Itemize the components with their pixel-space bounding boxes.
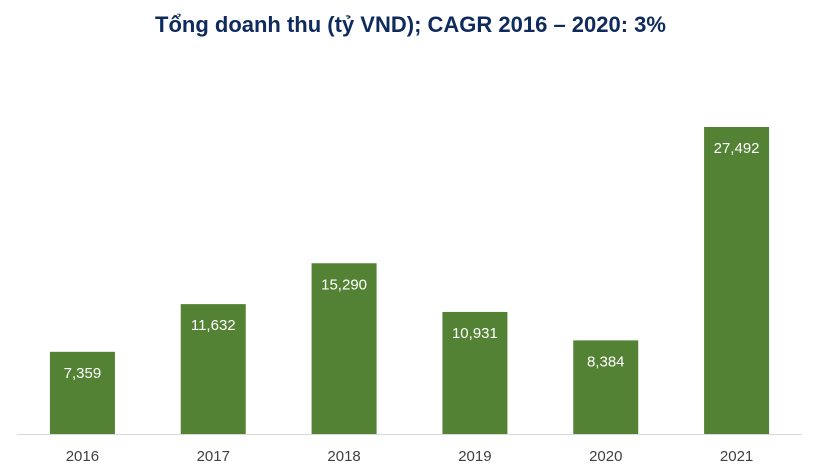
- data-label-2021: 27,492: [714, 140, 760, 157]
- data-label-2020: 8,384: [587, 353, 625, 370]
- x-tick-label-2018: 2018: [327, 448, 360, 465]
- bar-2018: [311, 263, 377, 434]
- data-label-2019: 10,931: [452, 325, 498, 342]
- x-tick-label-2017: 2017: [197, 448, 230, 465]
- chart-title: Tổng doanh thu (tỷ VND); CAGR 2016 – 202…: [155, 12, 666, 37]
- x-tick-label-2020: 2020: [589, 448, 622, 465]
- x-tick-labels-group: 2016 2017 2018 2019 2020 2021: [66, 448, 754, 465]
- data-label-2018: 15,290: [321, 276, 367, 293]
- x-tick-label-2021: 2021: [720, 448, 753, 465]
- value-labels-group: 7,359 11,632 15,290 10,931 8,384 27,492: [64, 140, 760, 382]
- bar-2019: [442, 311, 508, 434]
- bar-2016: [49, 351, 115, 434]
- x-tick-label-2016: 2016: [66, 448, 99, 465]
- bars-group: [49, 127, 770, 434]
- bar-2020: [573, 340, 639, 434]
- bar-2021: [704, 127, 770, 434]
- x-tick-label-2019: 2019: [458, 448, 491, 465]
- bar-2017: [180, 304, 246, 434]
- data-label-2016: 7,359: [64, 365, 102, 382]
- data-label-2017: 11,632: [191, 317, 236, 334]
